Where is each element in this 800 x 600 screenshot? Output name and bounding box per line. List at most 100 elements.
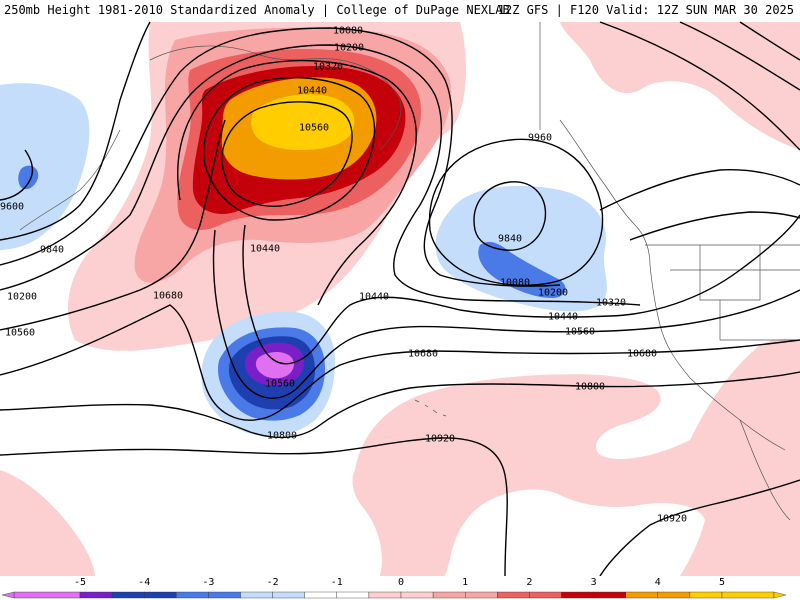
map-title: 250mb Height 1981-2010 Standardized Anom… — [4, 3, 510, 17]
height-contours — [0, 21, 800, 576]
colorbar-swatch — [208, 591, 241, 599]
contour-10440-trough — [242, 214, 800, 365]
anomaly-shading — [0, 22, 800, 576]
colorbar-tick-label: -3 — [202, 577, 214, 588]
contour-label: 9600 — [0, 202, 24, 213]
contour-labels: 10080 10200 10320 10440 10560 9960 9600 9840 104… — [0, 26, 687, 525]
contour-label: 10560 — [265, 379, 295, 390]
coastlines — [19, 22, 800, 521]
colorbar-tick-label: 2 — [526, 577, 532, 588]
colorbar-tick-label: 5 — [719, 577, 725, 588]
contour-10080 — [0, 27, 561, 287]
contour-label: 10440 — [250, 244, 280, 255]
colorbar-tick-label: -5 — [74, 577, 86, 588]
contour-10560-ridge — [221, 101, 353, 207]
anomaly-negative-2-west — [18, 165, 39, 190]
colorbar-swatch — [400, 591, 434, 599]
anomaly-map: 10080 10200 10320 10440 10560 9960 9600 9840 104… — [0, 20, 800, 576]
contour-label: 10440 — [297, 86, 327, 97]
contour-label: 10680 — [153, 291, 183, 302]
colorbar-swatch — [13, 591, 81, 599]
colorbar-swatch — [368, 591, 402, 599]
colorbar-swatch — [272, 591, 305, 599]
colorbar-tick-label: 0 — [398, 577, 404, 588]
contour-10560-west — [0, 119, 226, 331]
contour-label: 10200 — [7, 292, 37, 303]
alaska-coast — [149, 45, 402, 151]
contour-label: 10080 — [500, 278, 530, 289]
contour-9840-west — [0, 21, 151, 241]
colorbar-swatch — [625, 591, 659, 599]
contour-label: 9840 — [498, 234, 522, 245]
anomaly-negative-1-west — [0, 83, 90, 250]
contour-label: 10920 — [425, 434, 455, 445]
colorbar-tick-label: 4 — [655, 577, 661, 588]
contour-label: 10440 — [359, 292, 389, 303]
colorbar-tick-label: -4 — [138, 577, 150, 588]
colorbar-left-arrow — [1, 591, 15, 599]
colorbar-swatch — [593, 591, 626, 599]
hawaii-islands — [414, 399, 447, 417]
us-states-1 — [699, 245, 761, 301]
contour-10800 — [0, 371, 800, 439]
colorbar-swatch — [561, 591, 594, 599]
colorbar-swatch — [529, 591, 562, 599]
baja-coast — [739, 419, 791, 521]
contour-10560-trough — [212, 229, 800, 399]
contour-9840-gulf-low — [473, 181, 547, 251]
bc-coast — [559, 119, 651, 266]
colorbar-swatch — [240, 591, 273, 599]
colorbar-swatch — [465, 591, 498, 599]
contour-label: 10200 — [538, 288, 568, 299]
colorbar-swatch — [304, 591, 338, 599]
contour-10200 — [0, 44, 641, 306]
colorbar-ticks: -5 -4 -3 -2 -1 0 1 2 3 4 5 — [74, 577, 725, 588]
contour-label: 10200 — [334, 43, 364, 54]
anomaly-positive-1-southwest — [0, 470, 95, 576]
contour-label: 10440 — [548, 312, 578, 323]
contour-10440-ridge — [203, 76, 376, 221]
contour-ne-2 — [679, 21, 800, 91]
us-states-3 — [719, 300, 800, 341]
colorbar-swatch — [111, 591, 145, 599]
contour-10680 — [0, 304, 800, 421]
contour-ne-3 — [739, 21, 800, 61]
colorbar-tick-label: -2 — [267, 577, 279, 588]
contour-label: 10920 — [657, 514, 687, 525]
colorbar-swatch — [176, 591, 209, 599]
colorbar-right-arrow — [773, 591, 787, 599]
contour-10920 — [0, 437, 508, 576]
colorbar-swatches — [1, 591, 787, 599]
contour-canada — [599, 168, 800, 211]
contour-9600-west — [0, 149, 34, 201]
contour-canada-2 — [629, 211, 800, 241]
contour-label: 10320 — [313, 62, 343, 73]
contour-label: 10800 — [575, 382, 605, 393]
contour-label: 10800 — [267, 431, 297, 442]
contour-label: 10560 — [299, 123, 329, 134]
colorbar: -5 -4 -3 -2 -1 0 1 2 3 4 5 — [1, 577, 787, 599]
colorbar-swatch — [432, 591, 466, 599]
colorbar-tick-label: -1 — [331, 577, 343, 588]
anomaly-positive-6-ridge — [251, 94, 355, 150]
colorbar-swatch — [689, 591, 723, 599]
contour-9960-gulf-low — [428, 138, 604, 286]
anomaly-negative-5-cutoff-low — [255, 352, 294, 379]
contour-label: 10320 — [596, 298, 626, 309]
colorbar-tick-label: 3 — [591, 577, 597, 588]
contour-label: 10080 — [333, 26, 363, 37]
colorbar-swatch — [721, 591, 775, 599]
contour-label: 10680 — [627, 349, 657, 360]
anomaly-positive-1-southeast — [352, 338, 800, 576]
map-header: 250mb Height 1981-2010 Standardized Anom… — [0, 0, 800, 20]
contour-label: 9960 — [528, 133, 552, 144]
contour-label: 10560 — [5, 328, 35, 339]
colorbar-swatch — [497, 591, 530, 599]
contour-10320 — [177, 59, 417, 306]
contour-ne-1 — [599, 21, 800, 151]
contour-label: 10560 — [565, 327, 595, 338]
contour-label: 10680 — [408, 349, 438, 360]
colorbar-swatch — [143, 591, 177, 599]
model-valid-time: 12Z GFS | F120 Valid: 12Z SUN MAR 30 202… — [497, 3, 794, 17]
colorbar-tick-label: 1 — [462, 577, 468, 588]
